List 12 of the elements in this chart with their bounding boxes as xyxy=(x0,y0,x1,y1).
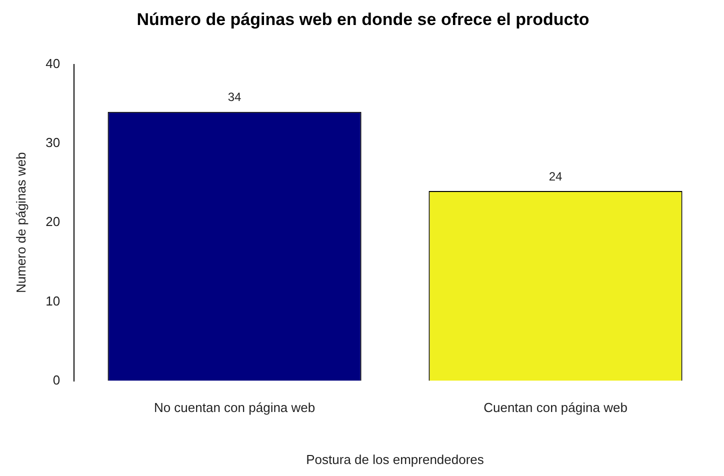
y-tick-label: 20 xyxy=(46,214,60,230)
y-tick-label: 0 xyxy=(52,372,60,388)
x-tick-label: Cuentan con página web xyxy=(484,400,628,416)
y-axis-title: Numero de páginas web xyxy=(13,152,28,294)
x-axis-title: Postura de los emprendedores xyxy=(306,452,484,467)
x-tick-label: No cuentan con página web xyxy=(154,400,316,416)
data-label: 34 xyxy=(228,90,242,104)
y-tick-label: 30 xyxy=(46,135,60,150)
y-tick-label: 40 xyxy=(46,56,60,71)
y-tick-label: 10 xyxy=(46,293,60,308)
data-label: 24 xyxy=(548,169,563,184)
chart-title: Número de páginas web en donde se ofrece el producto xyxy=(136,10,590,29)
